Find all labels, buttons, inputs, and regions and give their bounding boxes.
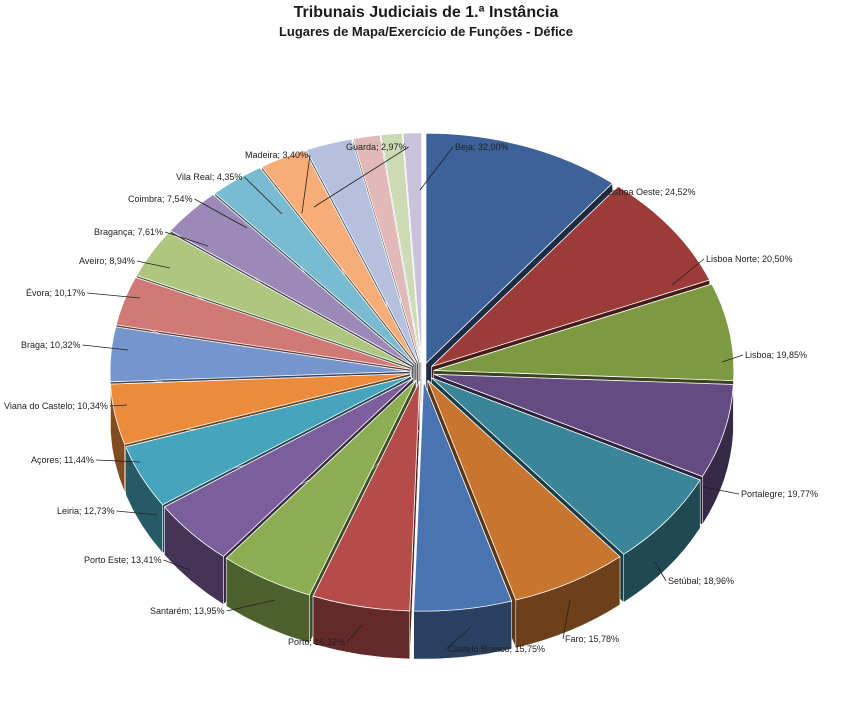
- slice-aveiro: [214, 167, 416, 365]
- leader-line: [654, 561, 667, 582]
- slice-leiria: [110, 373, 411, 445]
- chart-title: Tribunais Judiciais de 1.ª Instância: [293, 4, 559, 21]
- slice-labels: Beja; 32,00% Lisboa Oeste; 24,52% Lisboa N…: [4, 142, 818, 654]
- slice-label: Setúbal; 18,96%: [668, 576, 734, 586]
- slice-santar-m: [163, 377, 414, 557]
- slice-label: Aveiro; 8,94%: [79, 256, 135, 266]
- slice-label: Madeira; 3,40%: [245, 150, 308, 160]
- leader-line: [109, 404, 128, 407]
- leader-line: [226, 599, 276, 612]
- slice-vila-real: [352, 134, 421, 364]
- slice-label: Faro; 15,78%: [565, 634, 619, 644]
- leader-line: [301, 154, 311, 214]
- leader-line: [445, 627, 471, 650]
- slice-label: Leiria; 12,73%: [57, 506, 115, 516]
- slice-portalegre: [431, 377, 701, 555]
- slice-label: Beja; 32,00%: [455, 142, 509, 152]
- leader-line: [562, 599, 571, 640]
- slice-label: Évora; 10,17%: [26, 288, 85, 298]
- chart-subtitle: Lugares de Mapa/Exercício de Funções - D…: [278, 24, 574, 39]
- slice-label: Açores; 11,44%: [31, 455, 94, 465]
- slice-castelo-branco: [312, 380, 421, 612]
- slice-label: Coimbra; 7,54%: [128, 194, 193, 204]
- slice-label: Castelo Branco; 15,75%: [448, 644, 545, 654]
- slice-label: Guarda; 2,97%: [346, 142, 407, 152]
- slice-label: Porto; 15,32%: [288, 637, 345, 647]
- slice-lisboa-norte: [433, 283, 735, 382]
- leader-line: [671, 258, 705, 286]
- slice-porto-este: [125, 375, 412, 506]
- slice-madeira: [380, 132, 422, 363]
- leader-line: [346, 624, 363, 643]
- slice-a-ores: [109, 326, 411, 383]
- leader-line: [244, 176, 283, 215]
- slice-label: Portalegre; 19,77%: [741, 489, 818, 499]
- slice-faro: [413, 381, 513, 612]
- leader-line: [313, 146, 409, 208]
- slice-set-bal: [427, 379, 621, 601]
- leader-line: [136, 260, 171, 269]
- slice-label: Santarém; 13,95%: [150, 606, 225, 616]
- leader-line: [95, 459, 141, 463]
- leader-line: [116, 510, 158, 516]
- slice--vora: [169, 193, 414, 367]
- slice-label: Viana do Castelo; 10,34%: [4, 401, 108, 411]
- slice-beja: [425, 132, 614, 365]
- slice-braga: [135, 231, 412, 368]
- leader-line: [87, 292, 141, 299]
- slice-guarda: [402, 132, 423, 363]
- slice-label: Lisboa Oeste; 24,52%: [607, 187, 696, 197]
- slice-bragan-a: [261, 149, 417, 364]
- slice-viana-do-castelo: [115, 276, 411, 370]
- slice-label: Lisboa Norte; 20,50%: [706, 254, 793, 264]
- slice-label: Vila Real; 4,35%: [176, 172, 242, 182]
- slice-label: Lisboa; 19,85%: [745, 350, 807, 360]
- leader-line: [163, 559, 191, 571]
- slice-lisboa-oeste: [431, 185, 711, 367]
- slice-tops: [109, 132, 735, 612]
- slice-label: Porto Este; 13,41%: [84, 555, 162, 565]
- slice-label: Bragança; 7,61%: [94, 227, 163, 237]
- leader-line: [194, 198, 248, 229]
- slice-label: Braga; 10,32%: [21, 340, 81, 350]
- leader-line: [577, 191, 606, 221]
- leader-line: [702, 486, 740, 495]
- slice-porto: [225, 379, 417, 596]
- leader-line: [721, 354, 744, 363]
- slice-lisboa: [433, 373, 734, 478]
- slice-coimbra: [305, 138, 419, 364]
- leader-line: [82, 344, 129, 351]
- leader-line: [164, 231, 209, 247]
- leader-line: [419, 146, 454, 191]
